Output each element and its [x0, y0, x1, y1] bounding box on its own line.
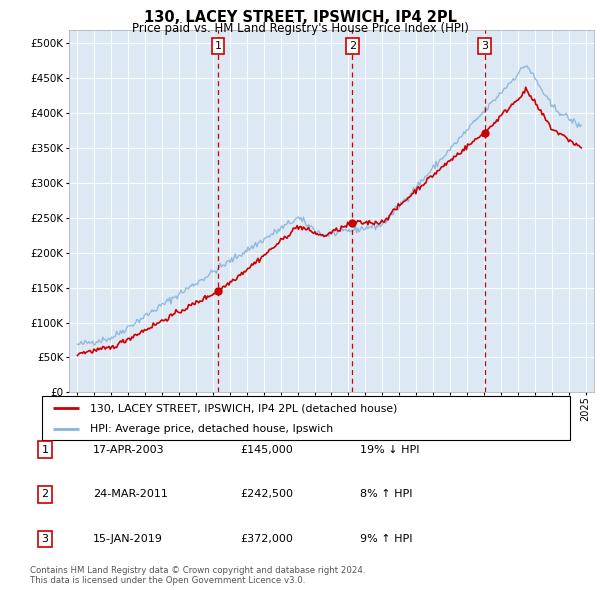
Text: 17-APR-2003: 17-APR-2003 [93, 445, 164, 454]
Text: 8% ↑ HPI: 8% ↑ HPI [360, 490, 413, 499]
Text: 1: 1 [215, 41, 221, 51]
Text: 130, LACEY STREET, IPSWICH, IP4 2PL (detached house): 130, LACEY STREET, IPSWICH, IP4 2PL (det… [89, 403, 397, 413]
Text: Price paid vs. HM Land Registry's House Price Index (HPI): Price paid vs. HM Land Registry's House … [131, 22, 469, 35]
Text: 24-MAR-2011: 24-MAR-2011 [93, 490, 168, 499]
Text: 3: 3 [481, 41, 488, 51]
Text: £372,000: £372,000 [240, 535, 293, 544]
Text: 2: 2 [41, 490, 49, 499]
Text: 9% ↑ HPI: 9% ↑ HPI [360, 535, 413, 544]
Text: 19% ↓ HPI: 19% ↓ HPI [360, 445, 419, 454]
Text: £242,500: £242,500 [240, 490, 293, 499]
Text: 15-JAN-2019: 15-JAN-2019 [93, 535, 163, 544]
Text: 130, LACEY STREET, IPSWICH, IP4 2PL: 130, LACEY STREET, IPSWICH, IP4 2PL [143, 10, 457, 25]
Text: HPI: Average price, detached house, Ipswich: HPI: Average price, detached house, Ipsw… [89, 424, 332, 434]
Text: £145,000: £145,000 [240, 445, 293, 454]
Text: 1: 1 [41, 445, 49, 454]
Text: 2: 2 [349, 41, 356, 51]
Text: 3: 3 [41, 535, 49, 544]
Text: Contains HM Land Registry data © Crown copyright and database right 2024.
This d: Contains HM Land Registry data © Crown c… [30, 566, 365, 585]
